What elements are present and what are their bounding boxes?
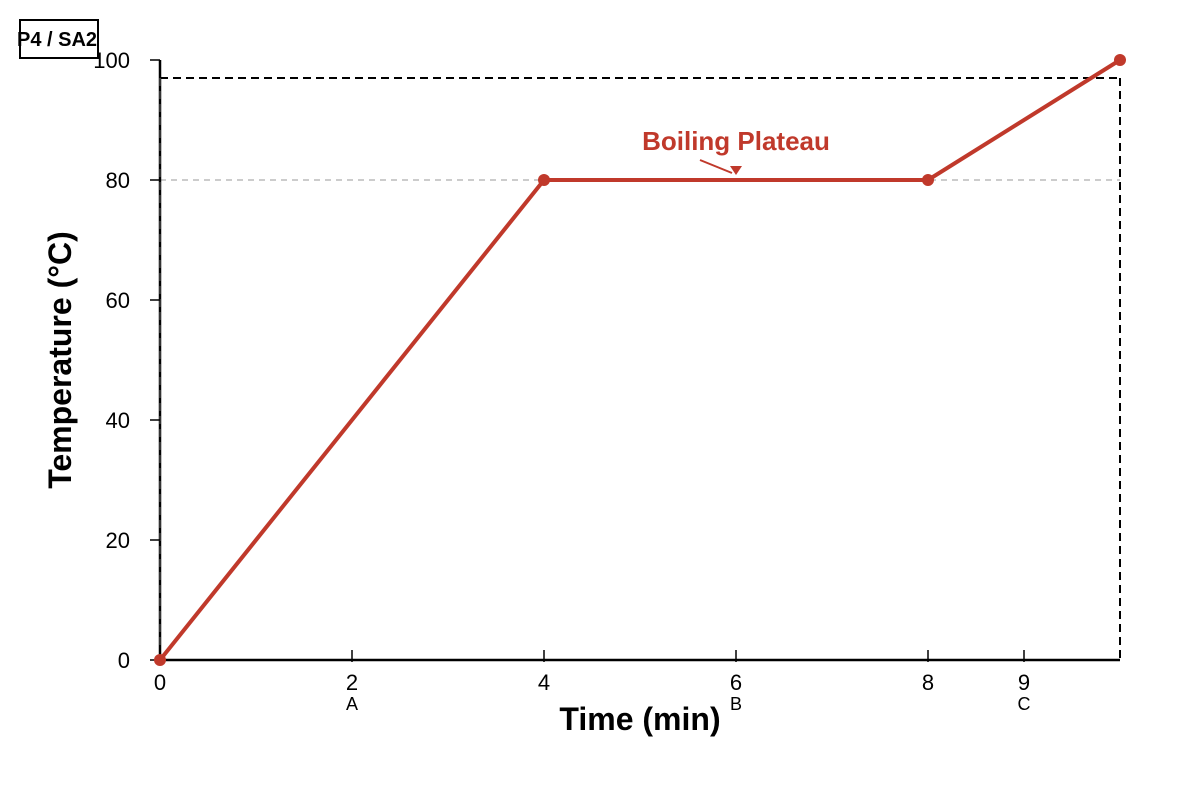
y-tick-label: 0 — [118, 648, 130, 673]
x-tick-sublabel: B — [730, 694, 742, 714]
data-point — [538, 174, 550, 186]
annotation-arrow-head — [730, 166, 742, 175]
annotation-arrow-line — [699, 159, 733, 174]
y-tick-label: 20 — [106, 528, 130, 553]
y-tick-label: 80 — [106, 168, 130, 193]
data-point — [154, 654, 166, 666]
series-line — [158, 58, 1122, 662]
x-tick-sublabel: A — [346, 694, 358, 714]
y-tick-label: 40 — [106, 408, 130, 433]
x-tick-label: 4 — [538, 670, 550, 695]
x-axis-title: Time (min) — [559, 701, 720, 737]
data-point — [922, 174, 934, 186]
page-tag-label: P4 / SA2 — [17, 19, 99, 59]
data-point — [1114, 54, 1126, 66]
x-tick-label: 6 — [730, 670, 742, 695]
y-tick-label: 100 — [93, 48, 130, 73]
y-tick-label: 60 — [106, 288, 130, 313]
x-tick-label: 8 — [922, 670, 934, 695]
x-tick-label: 9 — [1018, 670, 1030, 695]
x-tick-label: 0 — [154, 670, 166, 695]
x-tick-sublabel: C — [1018, 694, 1031, 714]
annotation-label: Boiling Plateau — [642, 126, 830, 156]
x-tick-label: 2 — [346, 670, 358, 695]
y-axis-title: Temperature (°C) — [42, 231, 78, 489]
